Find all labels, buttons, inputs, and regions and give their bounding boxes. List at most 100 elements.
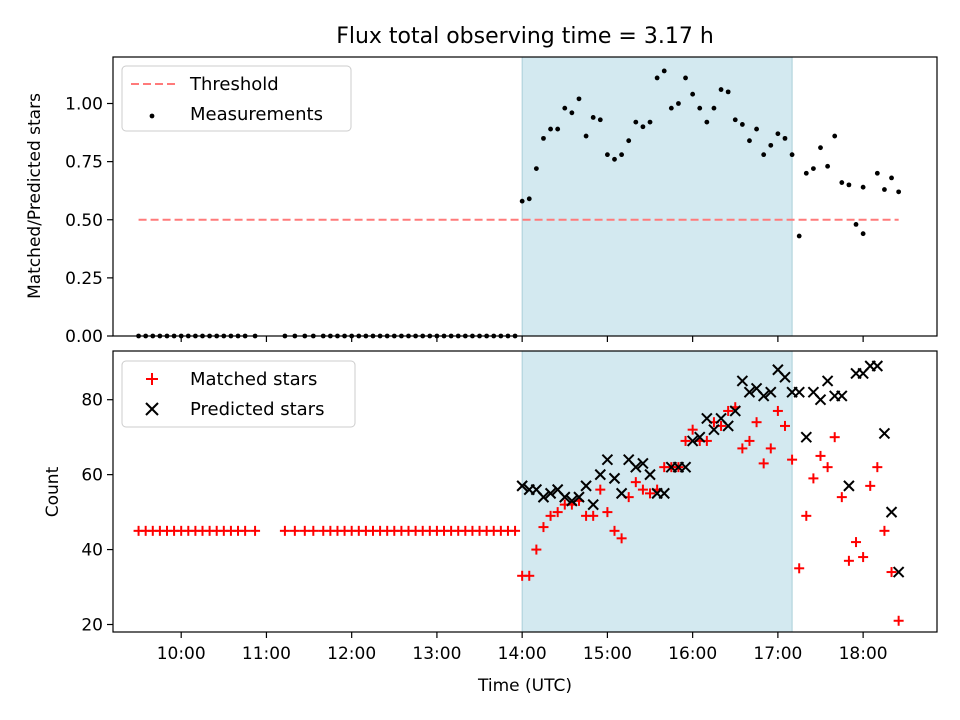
predicted-star-point <box>594 468 607 481</box>
matched-star-point <box>723 405 734 416</box>
predicted-star-point <box>608 472 621 485</box>
matched-star-point <box>524 570 535 581</box>
matched-star-point <box>815 450 826 461</box>
bottom-legend: Matched stars Predicted stars <box>121 360 356 428</box>
matched-star-point <box>886 567 897 578</box>
predicted-star-point <box>544 487 557 500</box>
matched-star-point <box>829 432 840 443</box>
y-tick-label: 40 <box>81 541 103 561</box>
predicted-star-point <box>885 506 898 518</box>
top-panel: 0.00 0.25 0.50 0.75 1.00 Matched/Predicted s… <box>25 56 938 347</box>
bottom-legend-frame <box>121 360 356 428</box>
predicted-star-point <box>821 375 834 387</box>
matched-star-point <box>630 477 641 488</box>
bottom-axes-frame <box>112 350 938 633</box>
top-legend: Threshold Measurements <box>121 65 352 132</box>
matched-star-point <box>787 454 798 465</box>
measurement-point <box>654 75 660 81</box>
matched-star-point <box>289 525 300 536</box>
predicted-star-point <box>580 480 592 492</box>
y-tick-label: 80 <box>81 391 103 411</box>
measurement-point <box>860 184 866 190</box>
measurement-point <box>661 68 667 74</box>
top-x-ticks <box>180 336 864 342</box>
predicted-star-point <box>836 390 848 402</box>
chart-title: Flux total observing time = 3.17 h <box>336 24 714 49</box>
predicted-star-point <box>559 491 571 503</box>
bottom-x-ticks: 10:00 11:00 12:00 13:00 14:00 15:00 16:00 17:00… <box>157 632 888 664</box>
series-predicted-stars <box>516 360 905 578</box>
measurement-point <box>732 117 738 123</box>
predicted-star-point <box>686 435 699 447</box>
x-tick-label: 15:00 <box>583 644 632 664</box>
matched-star-point <box>588 510 599 521</box>
legend-measurements-swatch <box>149 113 155 119</box>
matched-star-point <box>240 525 251 536</box>
measurement-point <box>526 196 532 202</box>
measurement-point <box>874 170 880 176</box>
bottom-y-ticks: 20 40 60 80 <box>81 391 113 636</box>
measurement-point <box>541 135 546 141</box>
x-tick-label: 12:00 <box>327 644 376 664</box>
matched-star-point <box>510 525 521 536</box>
matched-star-point <box>680 435 691 446</box>
predicted-star-point <box>743 386 756 398</box>
bottom-y-axis-label: Count <box>43 466 63 517</box>
y-tick-label: 60 <box>81 466 103 486</box>
matched-star-point <box>616 533 627 544</box>
legend-matched-label: Matched stars <box>190 369 317 390</box>
measurement-point <box>889 175 894 181</box>
measurement-point <box>782 135 788 141</box>
predicted-star-point <box>779 371 791 383</box>
matched-star-point <box>758 458 769 469</box>
measurement-point <box>832 133 838 139</box>
series-matched-stars <box>133 402 904 626</box>
measurement-point <box>818 145 823 151</box>
matched-star-point <box>772 405 783 416</box>
matched-star-point <box>865 480 876 491</box>
y-tick-label: 0.00 <box>65 327 103 347</box>
matched-star-point <box>637 484 648 495</box>
predicted-star-point <box>573 491 585 503</box>
matched-star-point <box>822 462 833 473</box>
predicted-star-point <box>765 386 777 398</box>
measurement-point <box>747 138 752 144</box>
top-axes-frame <box>112 56 938 337</box>
measurement-point <box>739 122 745 127</box>
measurement-point <box>583 133 589 139</box>
measurement-point <box>555 126 561 132</box>
x-tick-label: 17:00 <box>753 644 802 664</box>
measurement-point <box>597 117 603 123</box>
legend-measurements-label: Measurements <box>190 104 323 125</box>
measurement-point <box>853 222 859 227</box>
top-plot-marks <box>136 57 902 339</box>
measurement-point <box>846 182 852 188</box>
predicted-star-point <box>871 360 884 372</box>
matched-star-point <box>538 522 549 533</box>
predicted-star-point <box>637 457 649 470</box>
x-tick-label: 16:00 <box>668 644 717 664</box>
matched-star-point <box>801 510 812 521</box>
matched-star-point <box>602 507 613 518</box>
measurement-point <box>626 138 632 144</box>
matched-star-point <box>836 492 847 503</box>
measurement-point <box>761 152 767 158</box>
matched-star-point <box>299 525 310 536</box>
predicted-star-point <box>587 498 599 511</box>
measurement-point <box>533 166 539 172</box>
measurement-point <box>633 119 639 125</box>
measurement-point <box>690 91 696 97</box>
measurement-point <box>711 105 717 111</box>
measurement-point <box>697 105 703 111</box>
matched-star-point <box>851 537 862 548</box>
measurement-point <box>612 156 617 162</box>
matched-star-point <box>531 544 542 555</box>
measurement-point <box>569 110 575 116</box>
top-shaded-span <box>522 57 793 336</box>
predicted-star-point <box>722 420 734 432</box>
measurement-point <box>796 233 802 239</box>
legend-threshold-label: Threshold <box>189 74 279 95</box>
measurement-point <box>619 152 625 158</box>
